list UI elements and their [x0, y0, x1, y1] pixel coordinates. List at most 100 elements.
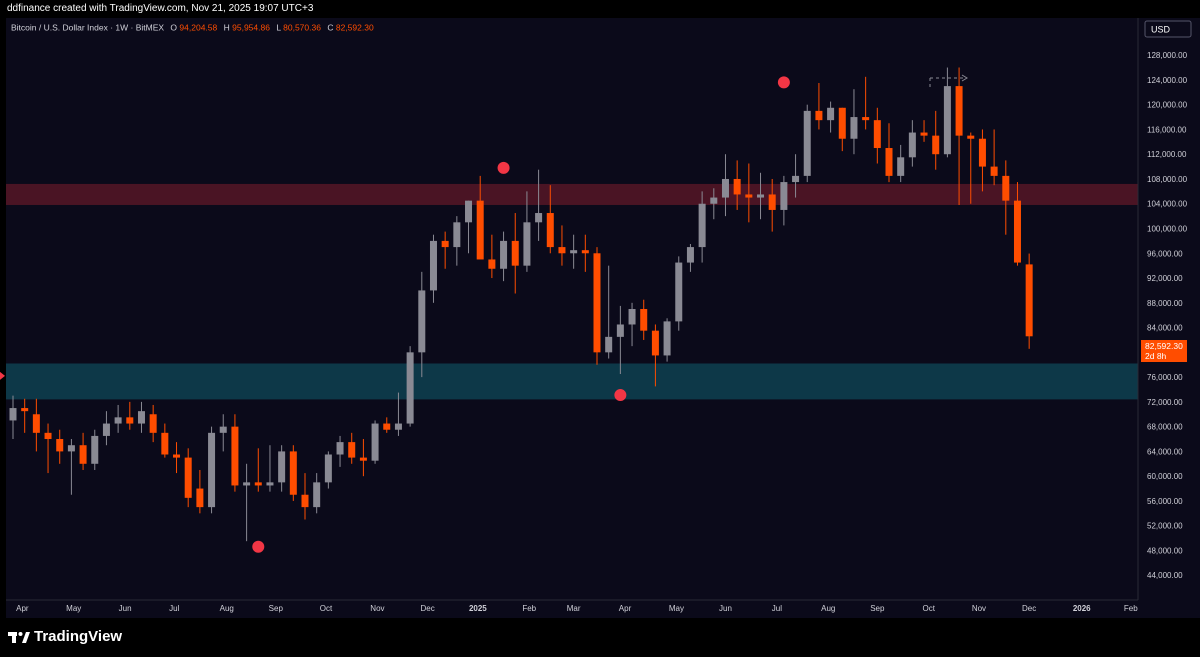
- y-tick-label: 60,000.00: [1147, 472, 1183, 481]
- candle-body: [67, 445, 75, 452]
- tradingview-logo[interactable]: TradingView: [8, 628, 122, 645]
- candle-body: [686, 247, 694, 263]
- candle: [838, 107, 846, 152]
- candle: [850, 89, 858, 155]
- candle: [231, 414, 239, 492]
- bar-countdown: 2d 8h: [1145, 351, 1167, 361]
- candle: [32, 398, 40, 452]
- candle: [1013, 182, 1021, 266]
- candle-body: [628, 309, 636, 325]
- candle: [535, 169, 543, 241]
- candle: [254, 448, 262, 492]
- candlestick-chart[interactable]: 132,000.00128,000.00124,000.00120,000.00…: [0, 18, 1200, 618]
- low-label: L: [276, 23, 281, 33]
- last-price-value: 82,592.30: [1145, 341, 1183, 351]
- candle-body: [219, 426, 227, 433]
- candle-body: [348, 442, 356, 458]
- candle-body: [920, 132, 928, 136]
- y-axis-labels: 132,000.00128,000.00124,000.00120,000.00…: [1147, 26, 1188, 580]
- tradingview-logo-icon: [8, 631, 30, 643]
- x-tick-label: Oct: [320, 604, 333, 613]
- candle-body: [581, 250, 589, 254]
- candle: [640, 299, 648, 340]
- candle: [721, 154, 729, 217]
- candle-body: [523, 222, 531, 266]
- candle: [955, 67, 963, 205]
- candle: [348, 432, 356, 464]
- candle-body: [570, 250, 578, 254]
- x-tick-label: Sep: [269, 604, 284, 613]
- candle: [266, 445, 274, 492]
- candle: [768, 178, 776, 232]
- price-axis[interactable]: [1138, 18, 1200, 618]
- x-tick-label: Jun: [719, 604, 732, 613]
- candle-body: [873, 120, 881, 149]
- high-label: H: [224, 23, 230, 33]
- candle: [943, 67, 951, 158]
- candle: [371, 420, 379, 464]
- candle-body: [710, 197, 718, 204]
- candle: [196, 469, 204, 514]
- candle: [511, 213, 519, 294]
- open-value: 94,204.58: [179, 23, 217, 33]
- symbol-title: Bitcoin / U.S. Dollar Index · 1W · BitME…: [11, 23, 164, 33]
- currency-button-box: [1144, 20, 1192, 38]
- candle-body: [978, 138, 986, 167]
- candle: [441, 231, 449, 269]
- bottom-bar: TradingView: [0, 618, 1200, 657]
- arrow-right-icon: [961, 74, 968, 82]
- candle-body: [511, 240, 519, 266]
- chart-frame[interactable]: 132,000.00128,000.00124,000.00120,000.00…: [0, 18, 1200, 618]
- candle-body: [593, 253, 601, 353]
- candle-body: [792, 175, 800, 183]
- candle: [91, 429, 99, 470]
- candle: [885, 123, 893, 183]
- candle-body: [208, 432, 216, 508]
- candle-body: [301, 494, 309, 508]
- edge-marker: [0, 371, 5, 380]
- ath-projection: [929, 74, 968, 90]
- x-axis-labels: Apr May Jun Jul Aug Sep Oct Nov Dec 2025 Feb Mar Apr…: [16, 604, 1138, 613]
- x-tick-label: Jun: [119, 604, 132, 613]
- candle-body: [196, 488, 204, 508]
- candle: [663, 318, 671, 362]
- candle-body: [803, 110, 811, 176]
- candle: [616, 305, 624, 375]
- time-axis[interactable]: [6, 600, 1138, 618]
- high-value: 95,954.86: [232, 23, 270, 33]
- candle-body: [535, 213, 543, 223]
- candle-body: [184, 457, 192, 498]
- candle: [243, 463, 251, 542]
- last-price-label: 82,592.30 2d 8h: [1141, 340, 1187, 362]
- candle: [990, 129, 998, 186]
- x-tick-label: Aug: [220, 604, 234, 613]
- x-tick-label: Nov: [370, 604, 384, 613]
- brand-name: TradingView: [34, 628, 123, 645]
- currency-button[interactable]: USD: [1144, 20, 1192, 38]
- x-tick-label: Aug: [821, 604, 835, 613]
- svg-text:Bitcoin / U.S. Dollar Index ·: Bitcoin / U.S. Dollar Index · 1W · BitME…: [11, 23, 374, 33]
- candle: [815, 83, 823, 130]
- candle: [137, 401, 145, 433]
- candle: [733, 160, 741, 210]
- candle-body: [698, 203, 706, 248]
- candle: [324, 451, 332, 489]
- y-tick-label: 84,000.00: [1147, 324, 1183, 333]
- candle-body: [897, 157, 905, 176]
- candle-body: [56, 439, 64, 452]
- x-tick-label: Dec: [421, 604, 435, 613]
- last-price-box: [1141, 340, 1187, 362]
- candle: [336, 435, 344, 467]
- y-tick-label: 76,000.00: [1147, 373, 1183, 382]
- candle-body: [371, 423, 379, 461]
- candle: [605, 265, 613, 359]
- candle-body: [126, 417, 134, 424]
- candle: [967, 132, 975, 204]
- candle-body: [1013, 200, 1021, 263]
- candle-body: [161, 432, 169, 455]
- candle: [429, 234, 437, 303]
- x-tick-label: Jul: [169, 604, 179, 613]
- candle-body: [21, 408, 29, 412]
- candle-body: [955, 86, 963, 136]
- candle-body: [932, 135, 940, 155]
